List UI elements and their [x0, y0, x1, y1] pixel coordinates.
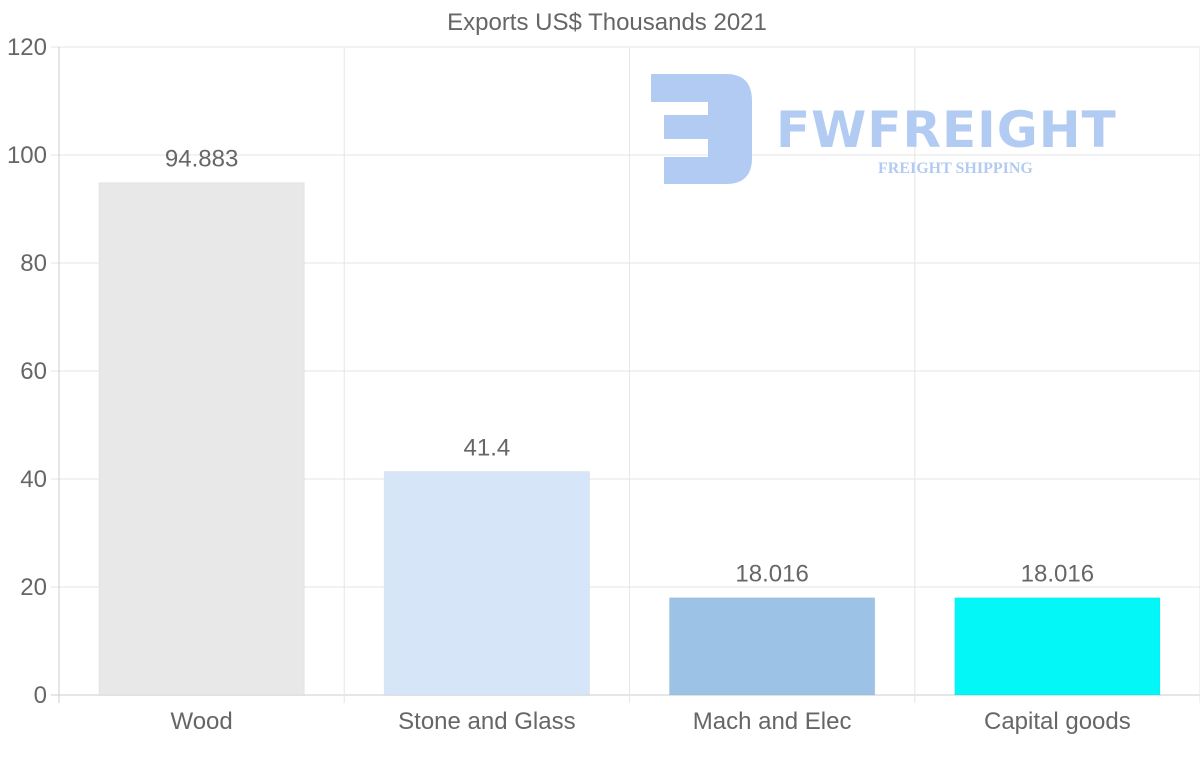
y-tick-label: 100 [7, 142, 47, 169]
y-tick-label: 40 [20, 466, 47, 493]
bar-stone-and-glass [383, 470, 591, 696]
bar-capital-goods [954, 597, 1161, 696]
bar-mach-and-elec [668, 597, 876, 696]
x-tick-label: Mach and Elec [693, 708, 852, 735]
bar-wood [98, 182, 305, 696]
labels: 0 20 40 60 80 100 120 94.883 Wood 41.4 Stone and G… [7, 34, 1131, 735]
x-tick-label: Capital goods [984, 708, 1131, 735]
y-tick-label: 20 [20, 574, 47, 601]
y-tick-label: 0 [34, 682, 47, 709]
y-tick-label: 120 [7, 34, 47, 61]
bars [98, 182, 1161, 696]
data-label: 18.016 [735, 561, 808, 588]
data-label: 41.4 [464, 434, 511, 461]
data-label: 18.016 [1021, 561, 1094, 588]
y-tick-label: 60 [20, 358, 47, 385]
x-tick-label: Stone and Glass [398, 708, 575, 735]
x-tick-label: Wood [170, 708, 232, 735]
data-label: 94.883 [165, 146, 238, 173]
chart-title: Exports US$ Thousands 2021 [447, 9, 767, 36]
y-tick-label: 80 [20, 250, 47, 277]
